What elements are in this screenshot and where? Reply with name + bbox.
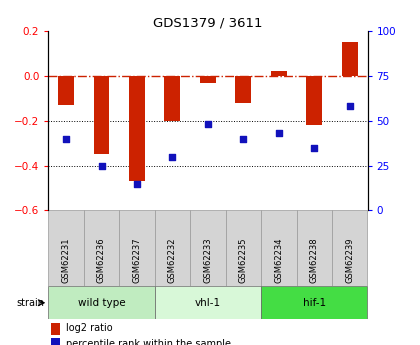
Bar (235, 76, 251, 103)
Bar (190, 210, 226, 286)
Text: percentile rank within the sample: percentile rank within the sample (66, 339, 231, 345)
Point (63, 136, 69, 141)
Bar (332, 210, 368, 286)
Text: GSM62236: GSM62236 (97, 237, 106, 283)
Bar (261, 210, 297, 286)
Point (134, 181, 140, 186)
Bar (52, 338, 60, 345)
Point (240, 136, 247, 141)
Bar (84, 210, 119, 286)
Bar (271, 71, 287, 76)
Text: hif-1: hif-1 (303, 298, 326, 308)
Text: GSM62231: GSM62231 (62, 237, 71, 283)
Point (311, 145, 318, 150)
Bar (342, 42, 358, 76)
Text: GSM62238: GSM62238 (310, 237, 319, 283)
Bar (58, 76, 74, 105)
Text: GSM62239: GSM62239 (345, 237, 354, 283)
Text: log2 ratio: log2 ratio (66, 324, 113, 333)
Bar (129, 76, 145, 181)
Point (205, 121, 211, 127)
Text: vhl-1: vhl-1 (195, 298, 221, 308)
Bar (48, 210, 84, 286)
Point (276, 130, 282, 136)
Bar (261, 286, 368, 319)
Bar (155, 210, 190, 286)
Bar (119, 210, 155, 286)
Bar (297, 210, 332, 286)
Bar (155, 286, 261, 319)
Text: GSM62232: GSM62232 (168, 237, 177, 283)
Text: wild type: wild type (78, 298, 125, 308)
Text: strain: strain (16, 298, 44, 308)
Point (346, 104, 353, 109)
Point (98, 163, 105, 168)
Text: GSM62234: GSM62234 (274, 237, 284, 283)
Title: GDS1379 / 3611: GDS1379 / 3611 (153, 17, 262, 30)
Point (169, 154, 176, 159)
Bar (306, 76, 322, 125)
Bar (200, 76, 216, 82)
Bar (52, 323, 60, 335)
Text: GSM62237: GSM62237 (132, 237, 142, 283)
Bar (165, 76, 181, 121)
Text: GSM62235: GSM62235 (239, 237, 248, 283)
Bar (226, 210, 261, 286)
Text: GSM62233: GSM62233 (203, 237, 213, 283)
Bar (48, 286, 155, 319)
Bar (94, 76, 110, 154)
